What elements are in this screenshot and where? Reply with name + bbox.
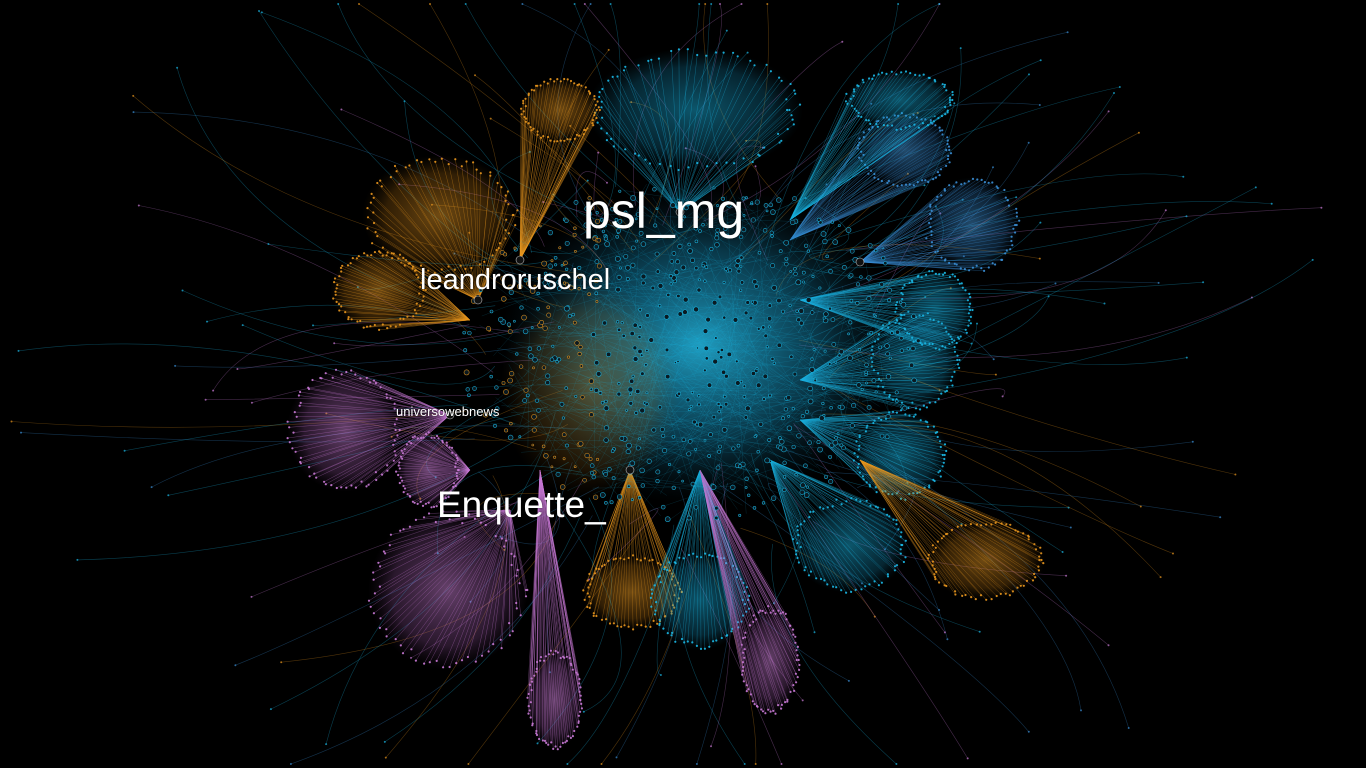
node-label-psl-mg[interactable]: psl_mg (583, 183, 745, 239)
graph-nodes (445, 186, 921, 523)
node-label-leandroruschel[interactable]: leandroruschel (420, 264, 611, 296)
node-label-universowebnews[interactable]: universowebnews (396, 404, 500, 419)
node-label-enquette[interactable]: Enquette_ (437, 484, 606, 525)
